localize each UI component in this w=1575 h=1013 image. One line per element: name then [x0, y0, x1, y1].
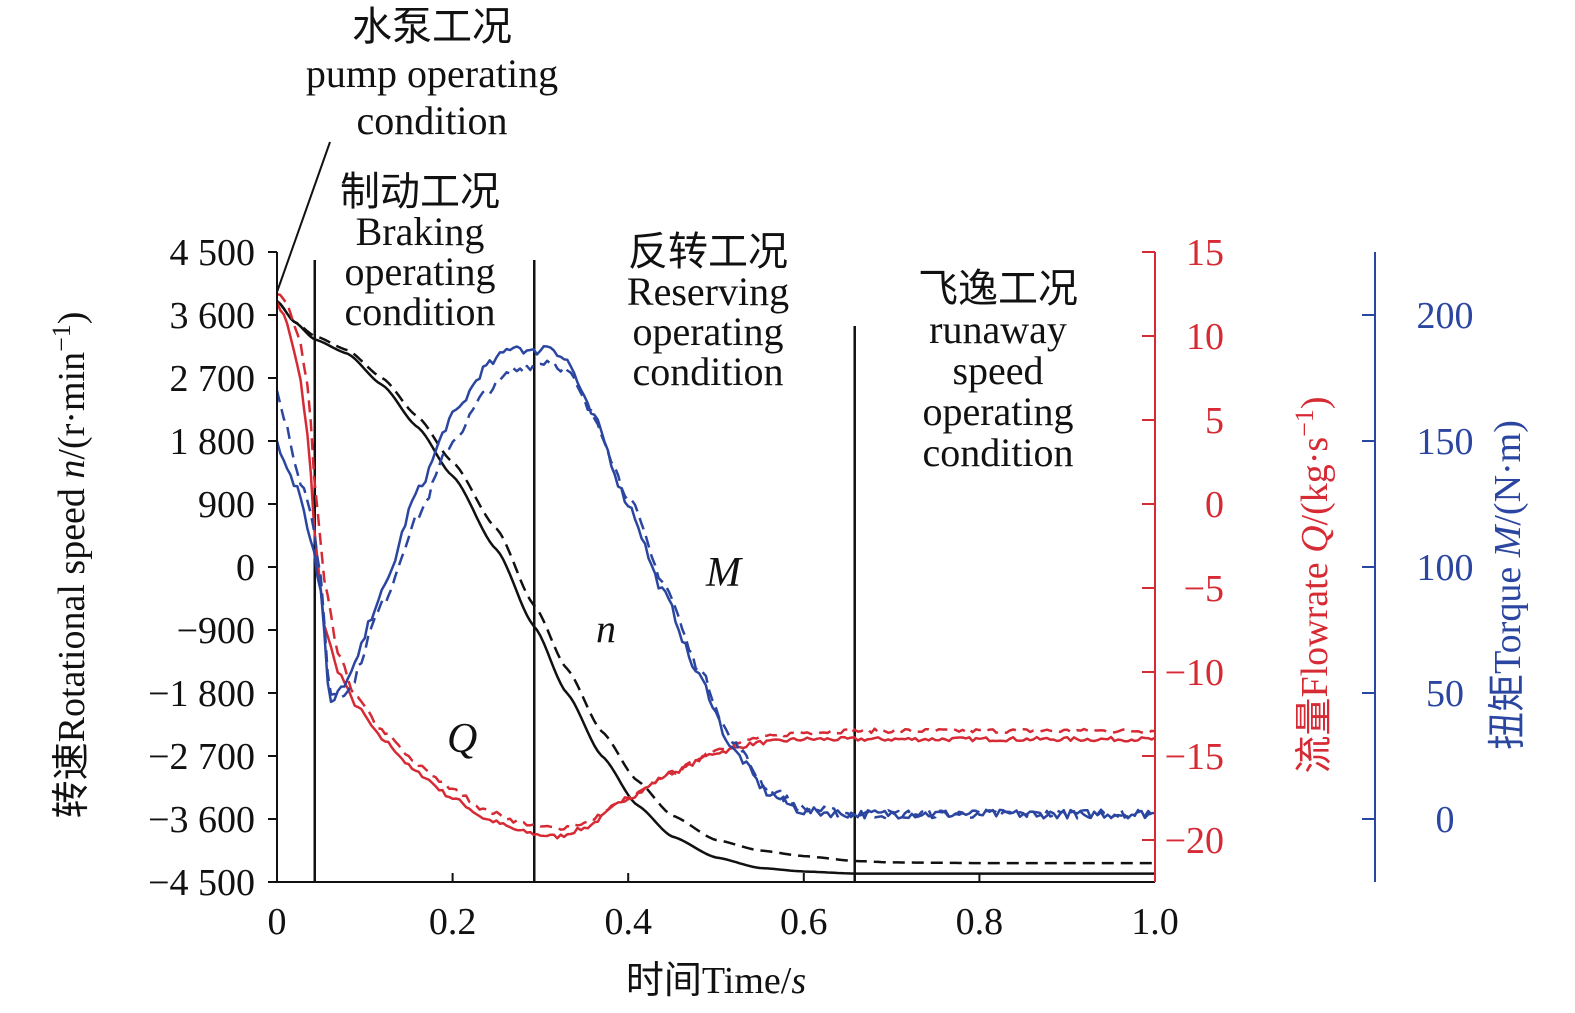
series-line-left-solid [276, 300, 1155, 875]
y-right1-tick-label: −15 [1165, 736, 1224, 778]
region-label-braking: 制动工况 [340, 169, 500, 214]
x-tick-label: 0.4 [604, 901, 652, 943]
x-tick-label: 1.0 [1131, 901, 1179, 943]
region-label-runaway: speed [952, 348, 1043, 393]
y-right1-tick-label: −5 [1184, 568, 1224, 610]
y-right1-tick-label: −10 [1165, 652, 1224, 694]
region-label-reversing: 反转工况 [628, 229, 788, 274]
curve-label-q: Q [447, 716, 477, 762]
y-right2-tick-label: 200 [1417, 295, 1474, 337]
region-label-pump: condition [356, 98, 507, 143]
x-tick-label: 0 [268, 901, 287, 943]
region-label-reversing: operating [632, 309, 783, 354]
curve-label-m: M [705, 550, 743, 596]
y-right1-axis-title: 流量Flowrate Q/(kg·s−1) [1290, 396, 1336, 773]
curve-label-n: n [596, 606, 616, 651]
series-line-right1-dashed [276, 292, 1156, 831]
y-left-tick-label: −1 800 [148, 673, 255, 715]
y-left-tick-label: 4 500 [170, 232, 256, 274]
x-axis-title: 时间Time/s [626, 960, 806, 1002]
region-label-pump: pump operating [306, 51, 558, 96]
series-line-right1-solid [275, 301, 1156, 840]
region-label-runaway: 飞逸工况 [918, 266, 1078, 311]
y-right1-tick-label: 0 [1205, 484, 1224, 526]
y-left-tick-label: 1 800 [170, 421, 256, 463]
y-left-tick-label: 2 700 [170, 358, 256, 400]
y-right2-axis-title: 扭矩Torque M/(N·m) [1487, 420, 1529, 750]
series-line-right2-dashed [275, 359, 1157, 820]
region-label-braking: condition [344, 289, 495, 334]
region-label-runaway: operating [922, 389, 1073, 434]
y-left-tick-label: −4 500 [148, 862, 255, 904]
series-line-left-dashed [276, 300, 1155, 865]
x-tick-label: 0.8 [956, 901, 1004, 943]
y-right1-tick-label: −20 [1165, 820, 1224, 862]
region-label-pump: 水泵工况 [352, 4, 512, 49]
region-label-reversing: condition [632, 349, 783, 394]
y-right2-tick-label: 0 [1436, 799, 1455, 841]
y-right2-tick-label: 50 [1426, 673, 1464, 715]
region-label-braking: Braking [356, 209, 485, 254]
y-left-axis-title: 转速Rotational speed n/(r·min−1) [47, 312, 93, 819]
y-right2-tick-label: 100 [1417, 547, 1474, 589]
y-left-tick-label: 3 600 [170, 295, 256, 337]
region-label-runaway: runaway [929, 307, 1067, 352]
region-label-braking: operating [344, 249, 495, 294]
pump-leader-line [276, 141, 331, 293]
region-label-reversing: Reserving [627, 269, 789, 314]
y-left-tick-label: 0 [236, 547, 255, 589]
y-right2-tick-label: 150 [1417, 421, 1474, 463]
x-tick-label: 0.2 [429, 901, 477, 943]
y-left-tick-label: −3 600 [148, 799, 255, 841]
x-tick-label: 0.6 [780, 901, 828, 943]
y-left-tick-label: −2 700 [148, 736, 255, 778]
y-right1-tick-label: 10 [1186, 316, 1224, 358]
region-label-runaway: condition [922, 430, 1073, 475]
y-left-tick-label: −900 [177, 610, 255, 652]
y-left-tick-label: 900 [198, 484, 255, 526]
y-right1-tick-label: 15 [1186, 232, 1224, 274]
y-right1-tick-label: 5 [1205, 400, 1224, 442]
